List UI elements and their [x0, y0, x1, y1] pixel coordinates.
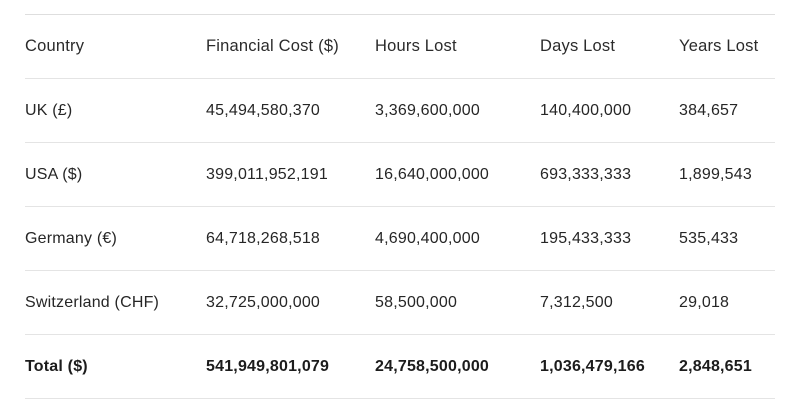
cell-hours-lost: 58,500,000	[375, 293, 458, 311]
cell-hours-lost: 16,640,000,000	[375, 165, 490, 183]
header-cell-hours-lost: Hours Lost	[375, 37, 457, 55]
header-cell-country: Country	[25, 37, 85, 55]
table-row-usa: USA ($) 399,011,952,191 16,640,000,000 6…	[25, 143, 775, 207]
header-cell-years-lost: Years Lost	[679, 37, 759, 55]
total-cell-financial-cost: 541,949,801,079	[206, 357, 330, 375]
cell-financial-cost: 45,494,580,370	[206, 101, 321, 119]
cell-hours-lost: 3,369,600,000	[375, 101, 480, 119]
header-cell-days-lost: Days Lost	[540, 37, 616, 55]
total-cell-country: Total ($)	[25, 357, 88, 375]
cell-days-lost: 195,433,333	[540, 229, 632, 247]
table-header-row: Country Financial Cost ($) Hours Lost Da…	[25, 15, 775, 79]
cell-years-lost: 1,899,543	[679, 165, 752, 183]
cell-financial-cost: 32,725,000,000	[206, 293, 321, 311]
cell-days-lost: 140,400,000	[540, 101, 632, 119]
total-cell-years-lost: 2,848,651	[679, 357, 752, 375]
cell-country: Germany (€)	[25, 229, 117, 247]
cell-financial-cost: 64,718,268,518	[206, 229, 321, 247]
cell-country: UK (£)	[25, 101, 73, 119]
total-cell-hours-lost: 24,758,500,000	[375, 357, 490, 375]
cell-years-lost: 29,018	[679, 293, 730, 311]
table-row-uk: UK (£) 45,494,580,370 3,369,600,000 140,…	[25, 79, 775, 143]
cell-country: Switzerland (CHF)	[25, 293, 160, 311]
lost-time-cost-table: Country Financial Cost ($) Hours Lost Da…	[25, 14, 775, 399]
cell-country: USA ($)	[25, 165, 83, 183]
cell-years-lost: 535,433	[679, 229, 739, 247]
table-row-switzerland: Switzerland (CHF) 32,725,000,000 58,500,…	[25, 271, 775, 335]
cell-hours-lost: 4,690,400,000	[375, 229, 480, 247]
cell-years-lost: 384,657	[679, 101, 739, 119]
cell-days-lost: 693,333,333	[540, 165, 632, 183]
table-total-row: Total ($) 541,949,801,079 24,758,500,000…	[25, 335, 775, 399]
total-cell-days-lost: 1,036,479,166	[540, 357, 645, 375]
header-cell-financial-cost: Financial Cost ($)	[206, 37, 339, 55]
cell-days-lost: 7,312,500	[540, 293, 613, 311]
cell-financial-cost: 399,011,952,191	[206, 165, 328, 183]
table-row-germany: Germany (€) 64,718,268,518 4,690,400,000…	[25, 207, 775, 271]
